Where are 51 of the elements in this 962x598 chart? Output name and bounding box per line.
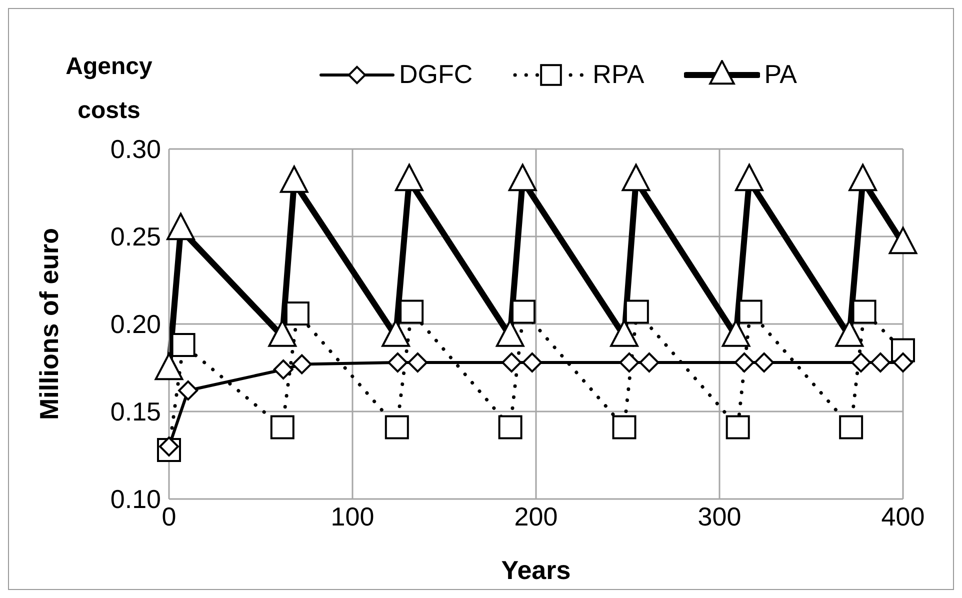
x-tick-label: 200 [514,501,558,532]
point [400,300,424,324]
point [280,166,308,193]
x-tick-label: 300 [698,501,742,532]
point [639,352,660,372]
point [619,352,640,372]
point [624,300,649,324]
point [270,415,294,440]
point [848,164,878,192]
x-axis-title: Years [501,555,571,585]
y-axis-title: Millions of euro [34,228,64,420]
point [178,380,198,400]
point [273,360,294,380]
y-tick-label: 0.20 [110,309,161,340]
y-tick-label: 0.15 [110,396,161,427]
point [622,164,650,192]
point [408,352,428,372]
point [839,415,864,440]
point [888,226,918,254]
legend-label: RPA [592,59,644,90]
point [388,352,408,372]
point [726,415,750,440]
x-tick-label: 100 [330,501,374,532]
legend-title: Agency costs [64,52,154,126]
x-tick-label: 400 [881,501,925,532]
y-tick-label: 0.25 [110,222,161,252]
point [738,300,762,324]
point [171,333,196,357]
point [498,415,522,440]
legend-label: PA [764,59,797,90]
x-tick-label: 0 [162,501,176,532]
point [292,354,312,374]
y-tick-label: 0.10 [110,484,161,514]
point [512,300,536,324]
point [384,415,409,440]
legend-label: DGFC [399,59,473,90]
point [502,352,522,372]
point [395,164,424,192]
point [612,415,636,440]
y-tick-label: 0.30 [110,134,161,164]
point [870,352,890,372]
point [893,352,913,372]
point [735,164,764,192]
point [754,352,774,372]
point [852,300,876,324]
point [522,352,542,372]
point [734,352,754,372]
point [166,212,195,240]
point [508,164,537,192]
point [285,302,310,326]
point [850,352,871,372]
